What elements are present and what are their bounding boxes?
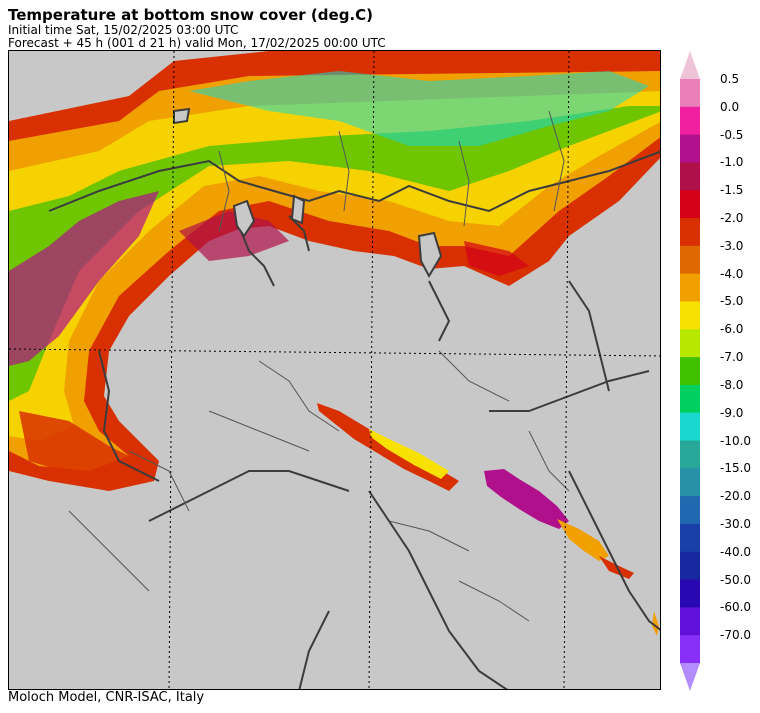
colorbar-tick-label: -40.0 bbox=[720, 544, 752, 559]
colorbar-segment bbox=[680, 106, 700, 136]
colorbar-tick-label: -6.0 bbox=[720, 322, 744, 337]
colorbar-tick-label: -3.0 bbox=[720, 238, 744, 253]
colorbar-segment bbox=[680, 79, 700, 108]
colorbar-tick-label: -4.0 bbox=[720, 266, 744, 281]
apennine-snow-strip bbox=[317, 403, 659, 636]
colorbar-segment bbox=[680, 190, 700, 219]
colorbar-segment bbox=[680, 579, 700, 608]
colorbar-tick-label: -1.5 bbox=[720, 183, 744, 198]
colorbar-segment bbox=[680, 301, 700, 330]
colorbar-segment bbox=[680, 412, 700, 442]
colorbar-tick-label: 0.0 bbox=[720, 99, 740, 114]
forecast-validity-label: Forecast + 45 h (001 d 21 h) valid Mon, … bbox=[8, 36, 386, 50]
colorbar-segment bbox=[680, 468, 700, 497]
colorbar-segment bbox=[680, 245, 700, 275]
colorbar-tick-label: -20.0 bbox=[720, 489, 752, 504]
colorbar-tick-label: -15.0 bbox=[720, 461, 752, 476]
colorbar-tick-label: -10.0 bbox=[720, 433, 752, 448]
colorbar-segment bbox=[680, 523, 700, 553]
colorbar-tick-label: -7.0 bbox=[720, 350, 744, 365]
lakes bbox=[173, 107, 443, 279]
colorbar-tick-label: -1.0 bbox=[720, 155, 744, 170]
colorbar-segment bbox=[680, 496, 700, 525]
colorbar-over-arrow bbox=[680, 51, 700, 79]
colorbar-segment bbox=[680, 551, 700, 581]
chart-title: Temperature at bottom snow cover (deg.C) bbox=[8, 6, 373, 24]
alpine-snow-field bbox=[9, 51, 660, 491]
colorbar-segment bbox=[680, 134, 700, 163]
colorbar-under-arrow bbox=[680, 663, 700, 691]
colorbar-tick-label: -9.0 bbox=[720, 405, 744, 420]
region-borders bbox=[68, 110, 570, 622]
colorbar-tick-label: -70.0 bbox=[720, 628, 752, 643]
colorbar-segment bbox=[680, 357, 700, 386]
colorbar-segment bbox=[680, 273, 700, 302]
colorbar-segment bbox=[680, 218, 700, 247]
colorbar-tick-label: -30.0 bbox=[720, 516, 752, 531]
colorbar-tick-label: -60.0 bbox=[720, 600, 752, 615]
colorbar-tick-label: -50.0 bbox=[720, 572, 752, 587]
colorbar-segment bbox=[680, 384, 700, 414]
colorbar-segment bbox=[680, 607, 700, 636]
colorbar-tick-label: -0.5 bbox=[720, 127, 744, 142]
colorbar-segment bbox=[680, 440, 700, 469]
colorbar bbox=[680, 51, 700, 691]
lat-lon-grid bbox=[9, 51, 660, 689]
initial-time-label: Initial time Sat, 15/02/2025 03:00 UTC bbox=[8, 23, 239, 37]
colorbar-tick-label: -2.0 bbox=[720, 211, 744, 226]
model-credit: Moloch Model, CNR-ISAC, Italy bbox=[8, 690, 205, 705]
colorbar-segment bbox=[680, 162, 700, 191]
colorbar-segment bbox=[680, 329, 700, 358]
colorbar-tick-label: -8.0 bbox=[720, 377, 744, 392]
colorbar-tick-label: -5.0 bbox=[720, 294, 744, 309]
colorbar-tick-label: 0.5 bbox=[720, 72, 740, 86]
colorbar-segment bbox=[680, 635, 700, 664]
snow-temperature-map bbox=[8, 50, 661, 690]
